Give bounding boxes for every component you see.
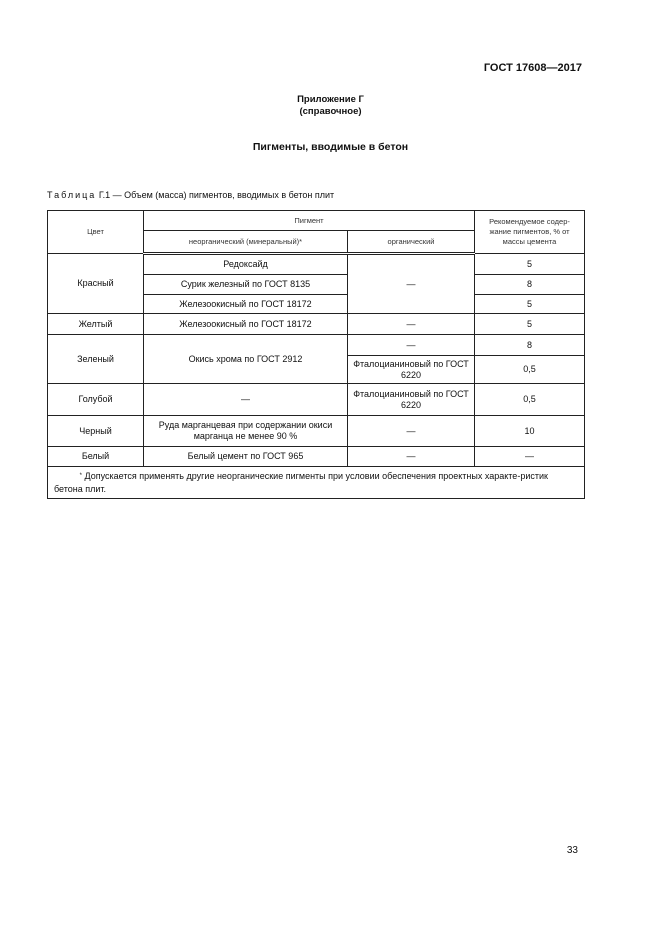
cell-organic: —: [346, 446, 476, 467]
pigment-table: Цвет Пигмент Рекомендуемое содер-жание п…: [46, 210, 586, 499]
table-row: Желтый Железоокисный по ГОСТ 18172 — 5: [47, 313, 586, 335]
table-row: Зеленый Окись хрома по ГОСТ 2912 — 8: [47, 334, 586, 384]
cell-organic: Фталоцианиновый по ГОСТ 6220: [346, 383, 476, 416]
cell-value: 5: [474, 313, 586, 335]
table-row: Черный Руда марганцевая при содержании о…: [47, 415, 586, 447]
cell-organic: Фталоцианиновый по ГОСТ 6220: [346, 355, 476, 384]
header-row: Цвет Пигмент Рекомендуемое содер-жание п…: [47, 210, 586, 254]
cell-value: 0,5: [474, 383, 586, 416]
footnote: * Допускается применять другие неорганич…: [46, 466, 586, 499]
cell-organic: —: [346, 313, 476, 335]
footnote-mark: *: [79, 472, 82, 479]
cell-color: Черный: [47, 415, 144, 447]
footnote-row: * Допускается применять другие неорганич…: [46, 466, 586, 499]
page-number: 33: [566, 845, 578, 856]
cell-value: 10: [474, 415, 586, 447]
table-row: Белый Белый цемент по ГОСТ 965 — —: [47, 446, 586, 467]
cell-inorganic: Белый цемент по ГОСТ 965: [143, 446, 348, 467]
header-recommended: Рекомендуемое содер-жание пигментов, % о…: [474, 210, 586, 254]
cell-color: Желтый: [47, 313, 144, 335]
cell-value: 8: [474, 334, 586, 356]
appendix-subtitle: (справочное): [299, 106, 362, 117]
cell-inorganic: —: [143, 383, 348, 416]
cell-inorganic: Железоокисный по ГОСТ 18172: [143, 294, 348, 314]
section-title: Пигменты, вводимые в бетон: [252, 141, 409, 153]
cell-value: 5: [474, 253, 586, 275]
caption-text: Г.1 — Объем (масса) пигментов, вводимых …: [98, 190, 335, 200]
cell-value: 5: [474, 294, 586, 314]
footnote-text: Допускается применять другие неорганичес…: [54, 470, 548, 494]
caption-prefix: Таблица: [47, 190, 97, 200]
cell-inorganic: Руда марганцевая при содержании окиси ма…: [143, 415, 348, 447]
cell-inorganic: Редоксайд: [143, 253, 348, 275]
cell-value: 8: [474, 274, 586, 295]
cell-color: Зеленый: [47, 334, 144, 384]
cell-color: Белый: [47, 446, 144, 467]
cell-value: 0,5: [474, 355, 586, 384]
cell-organic: —: [346, 334, 476, 356]
cell-inorganic: Железоокисный по ГОСТ 18172: [143, 313, 348, 335]
table-caption: Таблица Г.1 — Объем (масса) пигментов, в…: [47, 190, 334, 200]
cell-color: Голубой: [47, 383, 144, 416]
table-row: Красный Редоксайд — 5: [47, 253, 586, 314]
cell-organic: —: [346, 253, 476, 314]
table-row: Фталоцианиновый по ГОСТ 6220 0,5: [48, 355, 586, 384]
cell-value: —: [474, 446, 586, 467]
cell-color: Красный: [47, 253, 144, 314]
appendix-heading: Приложение Г (справочное): [0, 94, 661, 118]
header-inorganic: неорганический (минеральный)*: [143, 230, 348, 255]
cell-organic: —: [346, 415, 476, 447]
cell-inorganic: Сурик железный по ГОСТ 8135: [143, 274, 348, 295]
appendix-title: Приложение Г: [297, 94, 364, 105]
header-pigment: Пигмент: [142, 210, 476, 231]
header-organic: органический: [346, 230, 476, 255]
header-row: неорганический (минеральный)* органическ…: [48, 230, 585, 255]
header-color: Цвет: [47, 210, 144, 254]
cell-inorganic: Окись хрома по ГОСТ 2912: [143, 334, 348, 384]
standard-number: ГОСТ 17608—2017: [483, 62, 582, 74]
table-row: Голубой — Фталоцианиновый по ГОСТ 6220 0…: [47, 383, 586, 416]
